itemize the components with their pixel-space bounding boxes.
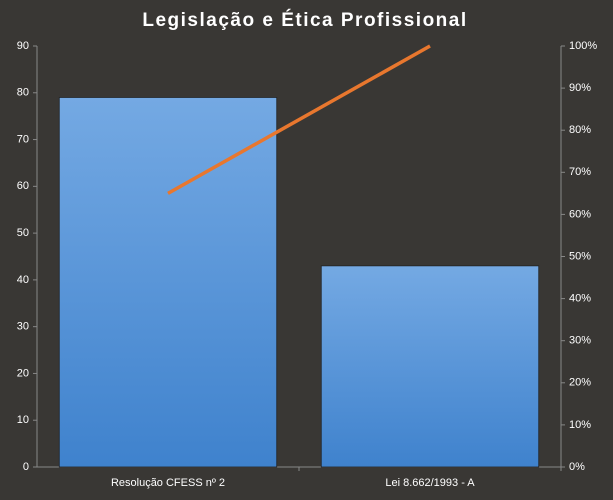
bar [320, 265, 540, 468]
y2-tick-label: 50% [569, 250, 591, 262]
y2-tick-label: 90% [569, 82, 591, 94]
y-tick-label: 50 [17, 227, 29, 239]
y2-tick-label: 30% [569, 335, 591, 347]
y-tick-label: 40 [17, 274, 29, 286]
y2-tick-label: 70% [569, 166, 591, 178]
y2-tick-label: 10% [569, 419, 591, 431]
bar [58, 97, 278, 468]
line [167, 44, 431, 195]
y-tick-label: 10 [17, 414, 29, 426]
y2-tick-label: 0% [569, 461, 585, 473]
chart-title: Legislação e Ética Profissional [142, 9, 467, 31]
y2-tick-label: 100% [569, 40, 597, 52]
y-tick-label: 0 [23, 461, 29, 473]
y-tick-label: 20 [17, 367, 29, 379]
y2-tick-label: 80% [569, 124, 591, 136]
x-tick-label: Lei 8.662/1993 - A [385, 477, 475, 489]
x-tick-label: Resolução CFESS nº 2 [111, 477, 225, 489]
y2-tick-label: 20% [569, 377, 591, 389]
y-tick-label: 90 [17, 40, 29, 52]
y-tick-label: 70 [17, 133, 29, 145]
y2-tick-label: 40% [569, 293, 591, 305]
y-tick-label: 60 [17, 180, 29, 192]
y-tick-label: 30 [17, 321, 29, 333]
y-tick-label: 80 [17, 87, 29, 99]
y2-tick-label: 60% [569, 208, 591, 220]
